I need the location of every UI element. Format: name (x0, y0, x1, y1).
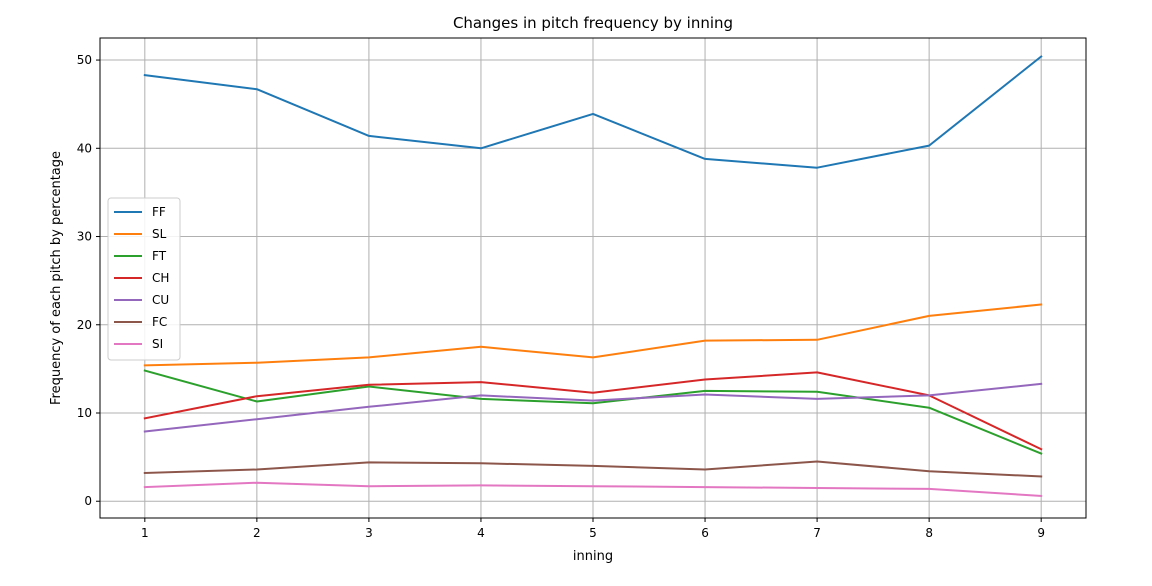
series-line-ff (143, 55, 1043, 169)
y-tick-label: 50 (77, 53, 92, 67)
series-line-cu (143, 382, 1043, 433)
x-tick-label: 9 (1037, 526, 1045, 540)
legend-label-si: SI (152, 337, 163, 351)
legend: FF SL FT CH CU FC SI (107, 197, 181, 361)
x-tick-label: 7 (813, 526, 821, 540)
x-tick-label: 2 (253, 526, 261, 540)
legend-label-sl: SL (152, 227, 167, 241)
x-tick-label: 3 (365, 526, 373, 540)
x-axis-label: inning (573, 549, 613, 564)
series-line-ch (143, 371, 1043, 451)
x-tick-label: 8 (925, 526, 933, 540)
series-line-sl (143, 303, 1043, 367)
y-tick-label: 30 (77, 230, 92, 244)
series-line-fc (143, 460, 1043, 478)
y-tick-label: 40 (77, 141, 92, 155)
legend-label-ft: FT (152, 249, 167, 263)
series-line-ft (143, 369, 1043, 455)
ticks-layer: 1 2 3 4 5 6 7 8 9 0 10 20 30 40 50 (77, 53, 1045, 540)
grid-layer (100, 38, 1086, 518)
legend-label-ch: CH (152, 271, 169, 285)
x-tick-label: 6 (701, 526, 709, 540)
x-tick-label: 4 (477, 526, 485, 540)
y-axis-label: Frequency of each pitch by percentage (49, 151, 64, 405)
legend-label-cu: CU (152, 293, 169, 307)
legend-frame (107, 197, 181, 361)
y-tick-label: 20 (77, 318, 92, 332)
series-layer (143, 55, 1043, 497)
y-tick-label: 0 (84, 494, 92, 508)
legend-label-ff: FF (152, 205, 166, 219)
series-line-si (143, 481, 1043, 497)
y-tick-label: 10 (77, 406, 92, 420)
chart-title: Changes in pitch frequency by inning (453, 14, 733, 32)
x-tick-label: 1 (141, 526, 149, 540)
legend-label-fc: FC (152, 315, 167, 329)
x-tick-label: 5 (589, 526, 597, 540)
